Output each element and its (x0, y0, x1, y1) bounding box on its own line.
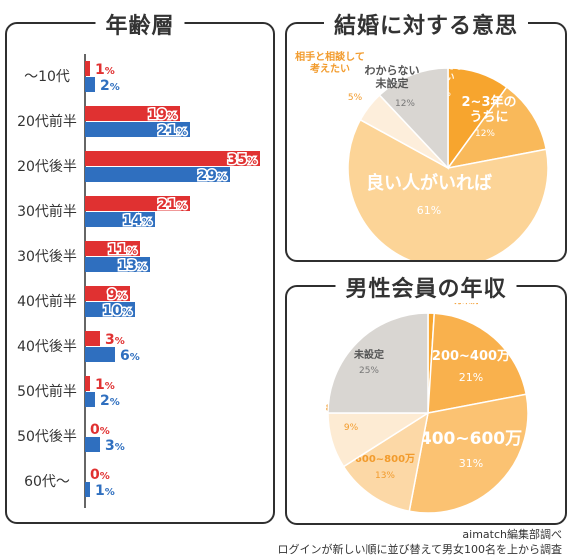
bar-value-label: 0% (90, 422, 110, 438)
credit-source: aimatch編集部調べ (462, 528, 562, 541)
slice-percent: 21% (459, 371, 483, 384)
slice-label: うちに (469, 110, 508, 125)
category-label: 30代前半 (17, 203, 77, 220)
bar-series-2 (85, 347, 115, 362)
category-label: 20代後半 (17, 159, 77, 175)
slice-label: 2~3年の (462, 94, 517, 110)
bar-series-2 (85, 257, 150, 272)
pie-slice (327, 312, 429, 414)
bar-series-1 (85, 196, 190, 211)
category-label: 50代前半 (17, 383, 77, 400)
category-label: 60代〜 (24, 474, 70, 490)
category-label: 40代後半 (17, 339, 77, 355)
bar-series-1 (85, 241, 140, 256)
slice-label: 400~600万 (420, 429, 522, 449)
slice-label: すぐにでも (418, 61, 463, 72)
category-label: 〜10代 (24, 69, 70, 85)
bar-series-2 (85, 167, 230, 182)
age-bar-chart: 〜10代 1%2%20代前半 19%21%20代後半 35%29%30代前半 21%14… (17, 54, 260, 508)
bar-series-1 (85, 106, 180, 121)
age-panel: 年齢層 〜10代 1% 2% 20代前半 19% 21% 20代後半 35% 29% 30代前半 2… (5, 8, 275, 524)
bar-series-2 (85, 77, 95, 92)
income-pie-chart: 200万未満1%200~400万21%400~600万31%600~800万13… (326, 295, 529, 514)
bar-value-label: 11% (107, 242, 137, 258)
bar-value-label: 10% (102, 303, 132, 319)
bar-series-2 (85, 212, 155, 227)
bar-series-2 (85, 122, 190, 137)
bar-value-label: 35% (227, 152, 257, 168)
slice-label: 考えたい (310, 62, 350, 75)
slice-label: 600~800万 (355, 453, 415, 465)
slice-percent: 12% (475, 129, 495, 139)
bar-series-2 (85, 437, 100, 452)
category-label: 30代後半 (17, 249, 77, 265)
bar-value-label: 3% (105, 438, 125, 454)
bar-value-label: 21% (157, 123, 187, 139)
slice-percent: 9% (344, 423, 359, 433)
bar-value-label: 9% (107, 287, 127, 303)
bar-value-label: 1% (95, 377, 115, 393)
slice-percent: 5% (348, 93, 363, 103)
bar-value-label: 6% (120, 348, 140, 364)
pie-slice (378, 67, 449, 170)
slice-percent: 12% (395, 99, 415, 109)
slice-label: 良い人がいれば (366, 172, 492, 194)
bar-value-label: 21% (157, 197, 187, 213)
bar-value-label: 2% (100, 393, 120, 409)
bar-series-1 (85, 151, 260, 166)
pie-slice (408, 393, 529, 514)
slice-label: 未設定 (375, 76, 409, 90)
slice-percent: 61% (417, 204, 441, 217)
slice-label: 未設定 (353, 348, 384, 361)
slice-percent: 13% (375, 471, 395, 481)
bar-value-label: 19% (147, 107, 177, 123)
intent-panel: 結婚に対する意思 すぐにでもしたい10%2~3年のうちに12%良い人がいれば61… (285, 8, 567, 269)
age-panel-title: 年齢層 (95, 8, 185, 40)
credit-method: ログインが新しい順に並び替えて男女100名を上から調査 (277, 543, 562, 556)
slice-percent: 25% (359, 366, 379, 376)
bar-value-label: 2% (100, 78, 120, 94)
bar-series-2 (85, 302, 135, 317)
bar-series-1 (85, 286, 130, 301)
income-panel-title: 男性会員の年収 (335, 271, 517, 303)
pie-slice (342, 411, 430, 513)
intent-panel-title: 結婚に対する意思 (323, 8, 529, 40)
category-label: 20代前半 (17, 113, 77, 130)
slice-label: わからない (365, 64, 420, 77)
bar-value-label: 14% (122, 213, 152, 229)
category-label: 50代後半 (17, 429, 77, 445)
slice-percent: 31% (459, 457, 483, 470)
bar-value-label: 29% (197, 168, 227, 184)
slice-label: 相手と相談して (295, 50, 365, 63)
bar-value-label: 1% (95, 62, 115, 78)
intent-pie-chart: すぐにでもしたい10%2~3年のうちに12%良い人がいれば61%相手と相談して考… (295, 50, 549, 269)
pie-slice (427, 312, 528, 414)
income-panel: 男性会員の年収 200万未満1%200~400万21%400~600万31%60… (285, 271, 567, 525)
bar-value-label: 13% (117, 258, 147, 274)
bar-value-label: 1% (95, 483, 115, 499)
bar-value-label: 0% (90, 467, 110, 483)
bar-series-1 (85, 331, 100, 346)
bar-series-2 (85, 482, 90, 497)
slice-label: 200~400万 (432, 349, 510, 364)
bar-value-label: 3% (105, 332, 125, 348)
bar-series-2 (85, 392, 95, 407)
bar-series-1 (85, 376, 90, 391)
category-label: 40代前半 (17, 293, 77, 310)
pie-slice (446, 86, 548, 170)
bar-series-1 (85, 61, 90, 76)
